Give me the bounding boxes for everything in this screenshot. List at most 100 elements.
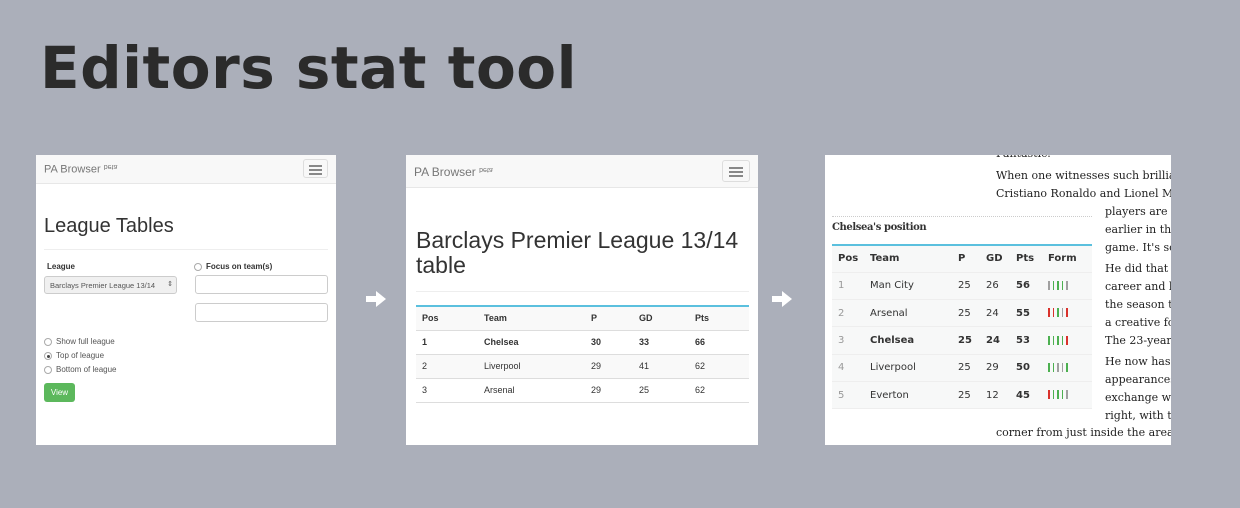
page-title: Editors stat tool (40, 34, 578, 102)
table-row[interactable]: 1 Chelsea 30 33 66 (416, 330, 749, 355)
radio[interactable] (44, 365, 52, 374)
cell-team: Arsenal (864, 299, 952, 328)
option-top-of-league[interactable]: Top of league (44, 351, 104, 360)
article-line: Cristiano Ronaldo and Lionel Mess (996, 187, 1171, 200)
cell: 41 (633, 354, 689, 379)
col-p: P (585, 306, 633, 331)
league-select-value: Barclays Premier League 13/14 (50, 281, 156, 290)
form-bar-W (1052, 390, 1054, 400)
form-bar-D (1061, 362, 1063, 372)
article-line: corner from just inside the area. (996, 426, 1171, 439)
cell: 3 (416, 378, 478, 403)
form-guide (1042, 381, 1092, 410)
form-bar-W (1066, 362, 1068, 372)
cell-pts: 53 (1010, 326, 1042, 355)
form-bar-W (1052, 335, 1054, 345)
article-line: Fantastic. (996, 155, 1051, 160)
cell-pos: 1 (832, 272, 864, 301)
cell: 30 (585, 330, 633, 355)
brand-text: PA Browser (44, 163, 101, 176)
article-line: When one witnesses such brillianc (996, 169, 1171, 182)
article-line: players are th (1105, 205, 1171, 218)
table-row[interactable]: 5 Everton 25 12 45 (832, 381, 1092, 410)
form-bar-L (1048, 390, 1050, 400)
article-line: career and hi (1105, 280, 1171, 293)
article-line: appearances, (1105, 373, 1171, 386)
col-pos: Pos (832, 245, 864, 273)
cell-pts: 50 (1010, 354, 1042, 382)
hamburger-icon (729, 167, 743, 169)
position-table: Pos Team P GD Pts Form 1 Man City 25 26 56 2 Arsena… (832, 244, 1092, 410)
table-row[interactable]: 3 Chelsea 25 24 53 (832, 326, 1092, 355)
option-bottom-of-league[interactable]: Bottom of league (44, 365, 116, 374)
col-pts: Pts (1010, 245, 1042, 273)
form-bar-W (1061, 390, 1063, 400)
form-bar-D (1057, 362, 1059, 372)
focus-option[interactable]: Focus on team(s) (194, 262, 272, 271)
table-header: Pos Team P GD Pts Form (832, 245, 1092, 273)
col-p: P (952, 245, 980, 273)
brand[interactable]: PA Browser beta (44, 163, 117, 176)
menu-toggle-button[interactable] (722, 160, 750, 182)
form-bar-W (1048, 362, 1050, 372)
cell-gd: 26 (980, 272, 1010, 301)
view-button[interactable]: View (44, 383, 75, 402)
hamburger-icon (309, 165, 322, 167)
col-pos: Pos (416, 306, 478, 331)
table-row[interactable]: 2 Liverpool 29 41 62 (416, 354, 749, 379)
cell-pos: 5 (832, 381, 864, 410)
cell: 66 (689, 330, 749, 355)
option-show-full-league[interactable]: Show full league (44, 337, 115, 346)
cell-pts: 55 (1010, 299, 1042, 328)
select-arrows-icon: ⇕ (167, 281, 173, 288)
cell-pos: 4 (832, 354, 864, 382)
radio[interactable] (44, 351, 52, 360)
form-bar-D (1066, 390, 1068, 400)
article-line: a creative for (1105, 316, 1171, 329)
brand[interactable]: PA Browser beta (414, 165, 493, 179)
form-bar-W (1061, 335, 1063, 345)
cell: Arsenal (478, 378, 585, 403)
cell: 29 (585, 354, 633, 379)
form-bar-L (1052, 308, 1054, 318)
cell-pts: 56 (1010, 272, 1042, 301)
table-row[interactable]: 3 Arsenal 29 25 62 (416, 378, 749, 403)
cell-gd: 24 (980, 299, 1010, 328)
table-row[interactable]: 1 Man City 25 26 56 (832, 272, 1092, 301)
cell-p: 25 (952, 272, 980, 301)
form-bar-D (1066, 280, 1068, 290)
article-line: earlier in the (1105, 223, 1171, 236)
team-input-2[interactable] (195, 303, 328, 322)
cell: 62 (689, 354, 749, 379)
brand-text: PA Browser (414, 165, 476, 179)
form-bar-L (1066, 335, 1068, 345)
navbar: PA Browser beta (36, 155, 336, 184)
form-bar-W (1048, 335, 1050, 345)
cell: 1 (416, 330, 478, 355)
league-select[interactable]: Barclays Premier League 13/14 ⇕ (44, 276, 177, 294)
form-bar-W (1057, 308, 1059, 318)
form-bar-W (1052, 362, 1054, 372)
cell: Chelsea (478, 330, 585, 355)
form-bar-W (1057, 390, 1059, 400)
league-table: Pos Team P GD Pts 1 Chelsea 30 33 66 2 Liverpool 2… (416, 305, 749, 403)
table-row[interactable]: 4 Liverpool 25 29 50 (832, 354, 1092, 382)
radio[interactable] (44, 337, 52, 346)
brand-sup: beta (103, 163, 118, 170)
cell-p: 25 (952, 381, 980, 410)
team-input-1[interactable] (195, 275, 328, 294)
cell-team: Everton (864, 381, 952, 410)
navbar: PA Browser beta (406, 155, 758, 188)
focus-radio[interactable] (194, 262, 202, 271)
form-guide (1042, 299, 1092, 328)
cell-gd: 24 (980, 326, 1010, 355)
brand-sup: beta (479, 166, 493, 173)
menu-toggle-button[interactable] (303, 159, 328, 178)
article-line: He now has s (1105, 355, 1171, 368)
cell-team: Liverpool (864, 354, 952, 382)
heading: Barclays Premier League 13/14 table (416, 227, 739, 278)
option-label: Top of league (56, 351, 105, 360)
form-guide (1042, 354, 1092, 382)
table-row[interactable]: 2 Arsenal 25 24 55 (832, 299, 1092, 328)
article-line: The 23-year-c (1105, 334, 1171, 347)
